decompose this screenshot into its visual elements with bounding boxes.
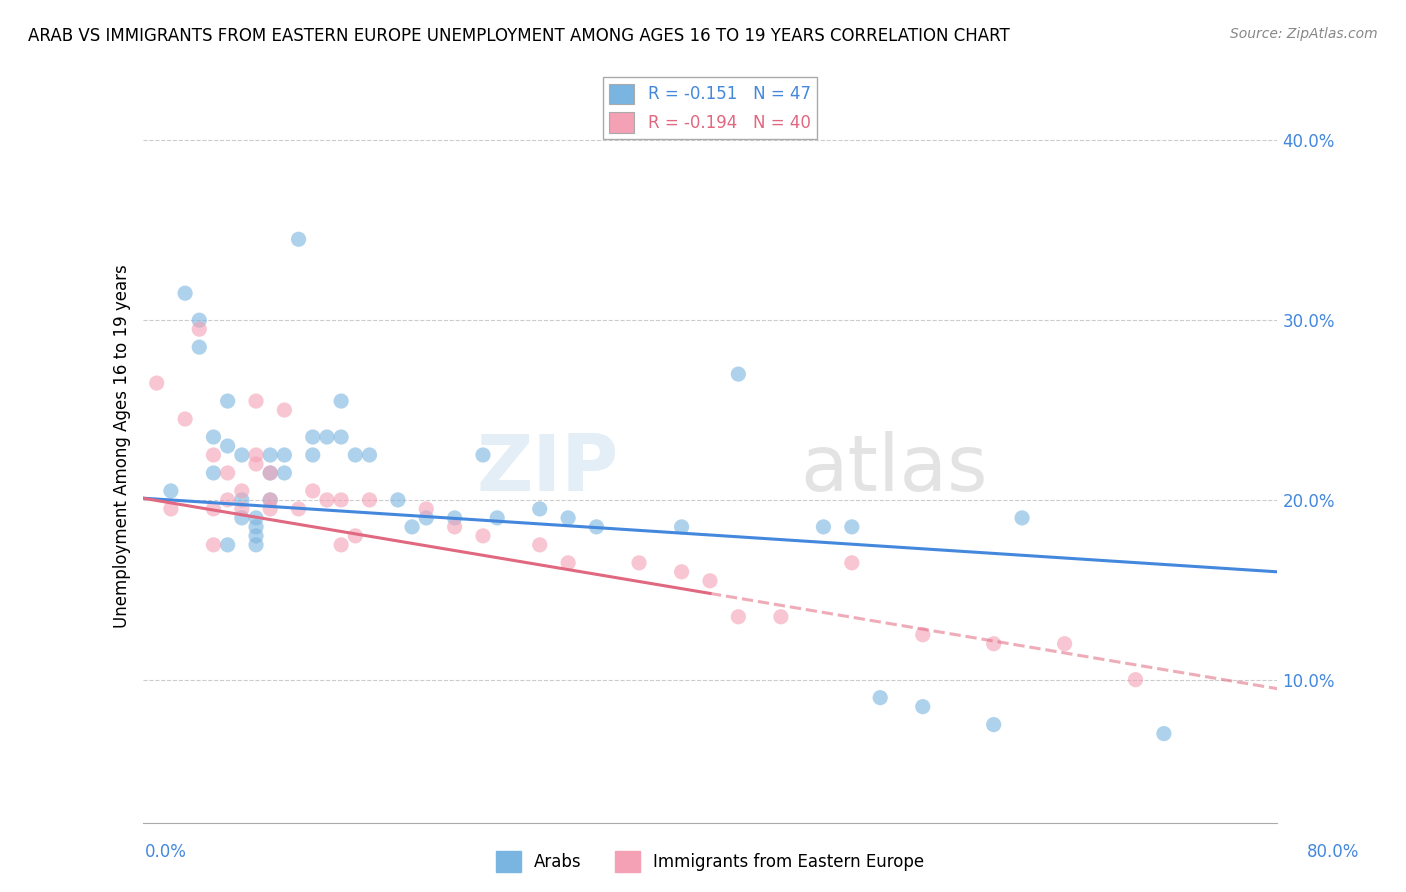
Point	[841, 520, 863, 534]
Text: ARAB VS IMMIGRANTS FROM EASTERN EUROPE UNEMPLOYMENT AMONG AGES 16 TO 19 YEARS CO: ARAB VS IMMIGRANTS FROM EASTERN EUROPE U…	[28, 27, 1010, 45]
Text: 0.0%: 0.0%	[145, 843, 187, 861]
Point	[160, 483, 183, 498]
Point	[983, 717, 1005, 731]
Point	[273, 403, 295, 417]
Point	[911, 628, 934, 642]
Point	[202, 430, 225, 444]
Point	[174, 412, 197, 426]
Legend: R = -0.151   N = 47, R = -0.194   N = 40: R = -0.151 N = 47, R = -0.194 N = 40	[603, 77, 817, 139]
Point	[1125, 673, 1147, 687]
Point	[202, 466, 225, 480]
Point	[443, 511, 465, 525]
Point	[188, 322, 211, 336]
Text: Source: ZipAtlas.com: Source: ZipAtlas.com	[1230, 27, 1378, 41]
Point	[1053, 637, 1076, 651]
Point	[387, 492, 409, 507]
Point	[344, 529, 367, 543]
Point	[245, 520, 267, 534]
Point	[231, 511, 253, 525]
Point	[245, 538, 267, 552]
Point	[245, 457, 267, 471]
Point	[869, 690, 891, 705]
Point	[813, 520, 835, 534]
Point	[202, 538, 225, 552]
Y-axis label: Unemployment Among Ages 16 to 19 years: Unemployment Among Ages 16 to 19 years	[114, 264, 131, 628]
Point	[443, 520, 465, 534]
Point	[557, 511, 579, 525]
Point	[259, 492, 281, 507]
Point	[231, 492, 253, 507]
Point	[273, 466, 295, 480]
Point	[301, 483, 323, 498]
Point	[217, 439, 239, 453]
Text: atlas: atlas	[801, 431, 988, 507]
Point	[188, 313, 211, 327]
Point	[585, 520, 607, 534]
Point	[316, 492, 339, 507]
Point	[472, 448, 495, 462]
Point	[1153, 726, 1175, 740]
Point	[160, 502, 183, 516]
Point	[259, 466, 281, 480]
Point	[671, 520, 693, 534]
Point	[217, 394, 239, 409]
Point	[202, 502, 225, 516]
Point	[628, 556, 651, 570]
Point	[301, 430, 323, 444]
Point	[259, 492, 281, 507]
Point	[316, 430, 339, 444]
Point	[245, 394, 267, 409]
Point	[145, 376, 167, 390]
Point	[231, 483, 253, 498]
Point	[415, 502, 437, 516]
Point	[217, 538, 239, 552]
Point	[557, 556, 579, 570]
Point	[769, 609, 792, 624]
Point	[231, 448, 253, 462]
Point	[415, 511, 437, 525]
Point	[486, 511, 509, 525]
Point	[841, 556, 863, 570]
Point	[330, 430, 353, 444]
Point	[359, 448, 381, 462]
Point	[202, 448, 225, 462]
Point	[911, 699, 934, 714]
Point	[217, 492, 239, 507]
Point	[330, 492, 353, 507]
Point	[1011, 511, 1033, 525]
Point	[344, 448, 367, 462]
Point	[529, 538, 551, 552]
Point	[245, 511, 267, 525]
Point	[231, 502, 253, 516]
Point	[259, 502, 281, 516]
Point	[174, 286, 197, 301]
Text: ZIP: ZIP	[477, 431, 619, 507]
Point	[529, 502, 551, 516]
Point	[273, 448, 295, 462]
Point	[259, 448, 281, 462]
Point	[217, 466, 239, 480]
Point	[401, 520, 423, 534]
Point	[727, 609, 749, 624]
Point	[983, 637, 1005, 651]
Point	[188, 340, 211, 354]
Point	[245, 448, 267, 462]
Point	[287, 232, 309, 246]
Point	[301, 448, 323, 462]
Point	[287, 502, 309, 516]
Point	[330, 538, 353, 552]
Point	[699, 574, 721, 588]
Text: 80.0%: 80.0%	[1306, 843, 1360, 861]
Point	[671, 565, 693, 579]
Point	[472, 529, 495, 543]
Point	[359, 492, 381, 507]
Point	[330, 394, 353, 409]
Point	[245, 529, 267, 543]
Point	[259, 466, 281, 480]
Point	[727, 367, 749, 381]
